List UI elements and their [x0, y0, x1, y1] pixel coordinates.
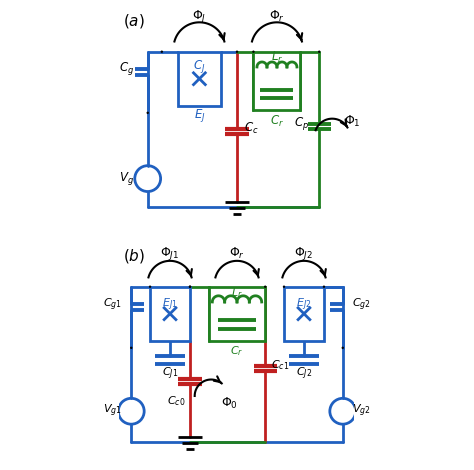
- Text: $C_{c0}$: $C_{c0}$: [167, 394, 185, 407]
- Circle shape: [190, 286, 191, 287]
- Text: $E_{J2}$: $E_{J2}$: [296, 296, 312, 313]
- Bar: [284, 287, 324, 341]
- Text: $C_{J2}$: $C_{J2}$: [296, 366, 312, 382]
- Text: $E_J$: $E_J$: [193, 107, 205, 124]
- Text: $C_J$: $C_J$: [193, 58, 206, 76]
- Text: $(b)$: $(b)$: [123, 247, 145, 265]
- Text: $C_c$: $C_c$: [244, 120, 258, 136]
- Text: $V_g$: $V_g$: [119, 170, 134, 187]
- Text: $C_{g2}$: $C_{g2}$: [352, 296, 371, 313]
- Text: $\Phi_1$: $\Phi_1$: [344, 113, 361, 129]
- Circle shape: [342, 347, 343, 348]
- Text: $\Phi_r$: $\Phi_r$: [229, 246, 245, 261]
- Text: $E_{J1}$: $E_{J1}$: [162, 296, 178, 313]
- Bar: [254, 52, 301, 110]
- Text: $C_{c1}$: $C_{c1}$: [271, 359, 290, 372]
- Bar: [209, 287, 265, 341]
- Text: $(a)$: $(a)$: [123, 12, 145, 30]
- Text: $\Phi_0$: $\Phi_0$: [221, 395, 238, 411]
- Text: $C_{g1}$: $C_{g1}$: [103, 296, 122, 313]
- Text: $\Phi_{J1}$: $\Phi_{J1}$: [160, 245, 180, 262]
- Circle shape: [147, 112, 148, 113]
- Bar: [178, 52, 220, 106]
- Text: $\Phi_J$: $\Phi_J$: [192, 8, 207, 25]
- Text: $C_{J1}$: $C_{J1}$: [162, 366, 178, 382]
- Circle shape: [323, 286, 324, 287]
- Circle shape: [253, 51, 254, 52]
- Text: $C_r$: $C_r$: [270, 113, 284, 129]
- Bar: [150, 287, 190, 341]
- Text: $C_r$: $C_r$: [230, 345, 244, 358]
- Circle shape: [131, 347, 132, 348]
- Circle shape: [283, 286, 284, 287]
- Text: $L_r$: $L_r$: [271, 49, 283, 64]
- Text: $C_g$: $C_g$: [119, 60, 134, 77]
- Text: $V_{g1}$: $V_{g1}$: [103, 403, 122, 419]
- Circle shape: [161, 51, 162, 52]
- Circle shape: [264, 286, 266, 287]
- Text: $L_r$: $L_r$: [231, 286, 243, 300]
- Text: $V_{g2}$: $V_{g2}$: [352, 403, 371, 419]
- Text: $\Phi_{J2}$: $\Phi_{J2}$: [294, 245, 313, 262]
- Text: $C_p$: $C_p$: [294, 115, 309, 132]
- Circle shape: [190, 286, 191, 287]
- Circle shape: [319, 51, 320, 52]
- Text: $\Phi_r$: $\Phi_r$: [269, 9, 285, 24]
- Circle shape: [150, 286, 151, 287]
